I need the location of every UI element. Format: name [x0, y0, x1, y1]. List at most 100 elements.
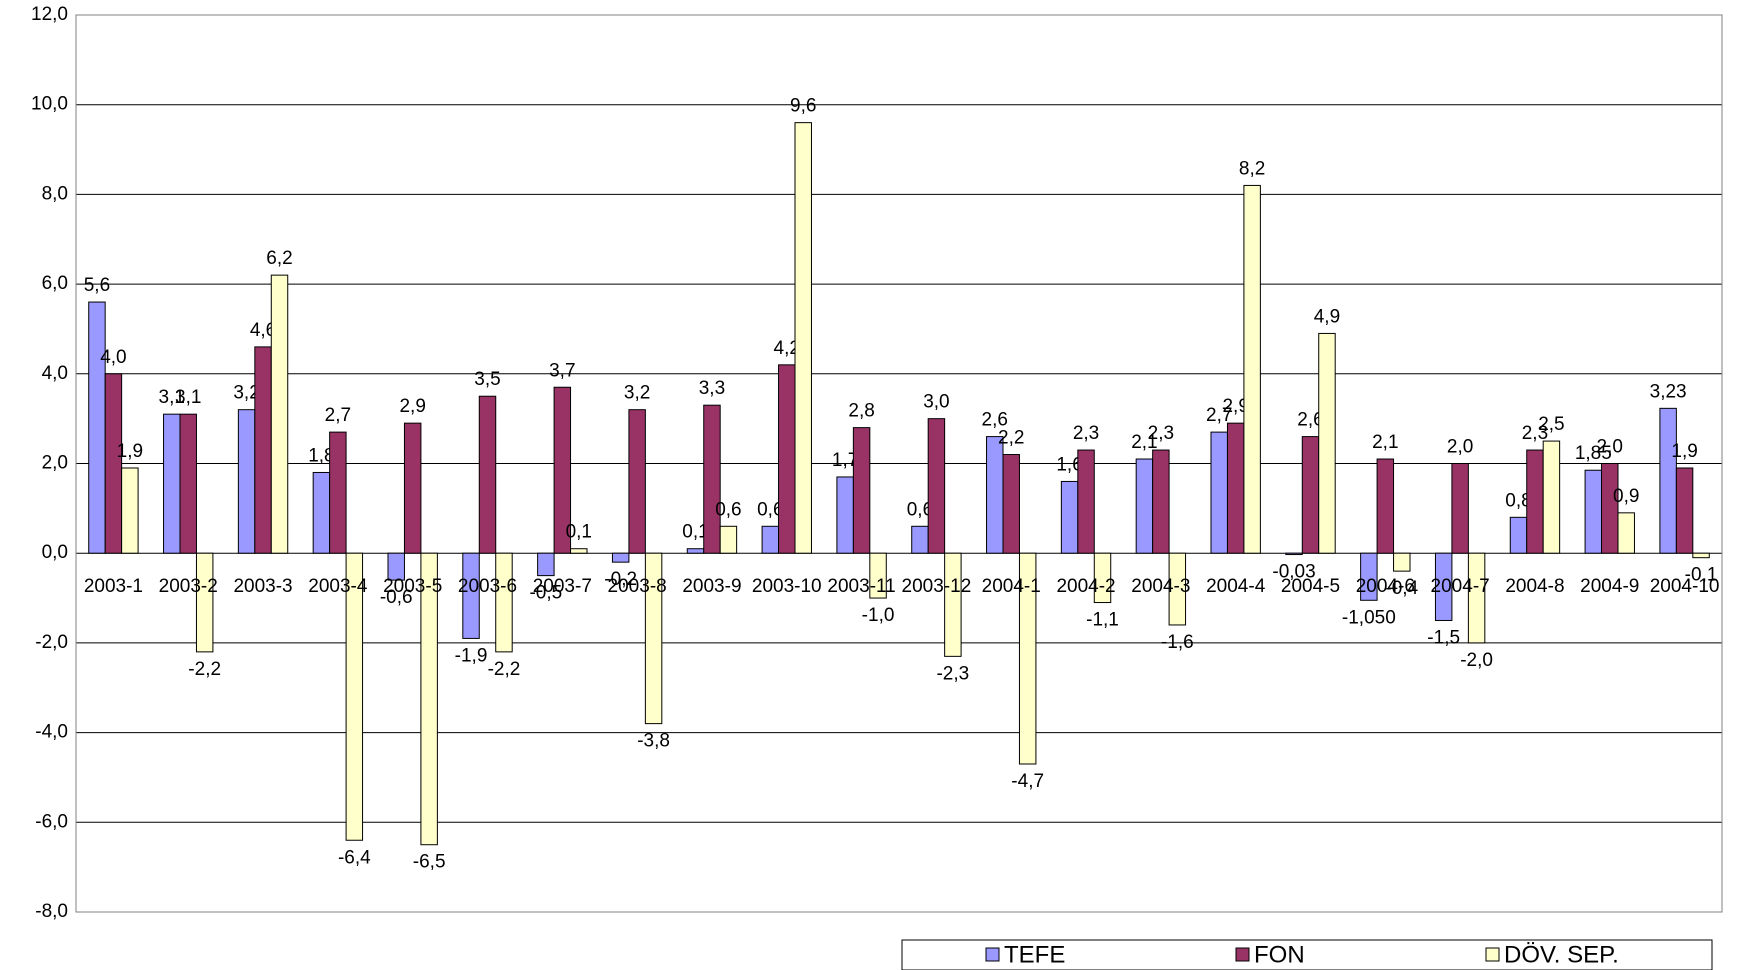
- data-label: -1,5: [1427, 627, 1460, 648]
- x-tick-label: 2004-9: [1580, 576, 1639, 597]
- bar: [628, 409, 646, 554]
- data-label: 1,9: [1671, 441, 1697, 462]
- x-tick-label: 2003-12: [902, 576, 972, 597]
- bar: [1509, 516, 1528, 554]
- y-tick-label: 8,0: [42, 183, 68, 204]
- x-tick-label: 2003-3: [233, 576, 292, 597]
- bar: [1243, 184, 1261, 554]
- y-tick-label: -8,0: [35, 901, 68, 922]
- bar: [420, 552, 438, 846]
- data-label: 0,6: [757, 499, 783, 520]
- data-label: 0,1: [566, 522, 592, 543]
- bar: [179, 413, 197, 554]
- x-tick-label: 2003-6: [458, 576, 517, 597]
- data-label: -2,2: [488, 659, 521, 680]
- data-label: -1,9: [455, 645, 488, 666]
- bar: [1018, 552, 1037, 765]
- data-label: 0,6: [715, 499, 741, 520]
- legend-label: FON: [1254, 941, 1305, 968]
- bar: [1077, 449, 1095, 554]
- bar: [1617, 512, 1635, 554]
- data-label: -0,5: [529, 583, 562, 604]
- bar: [1360, 552, 1378, 601]
- x-tick-label: 2004-4: [1206, 576, 1266, 597]
- x-tick-label: 2003-4: [308, 576, 368, 597]
- x-tick-label: 2004-2: [1056, 576, 1115, 597]
- bar: [403, 422, 422, 554]
- data-label: 0,1: [682, 522, 708, 543]
- data-label: -2,0: [1460, 650, 1493, 671]
- bar: [644, 552, 663, 725]
- bar: [104, 373, 123, 554]
- data-label: 1,9: [117, 441, 143, 462]
- data-label: 1,7: [832, 450, 858, 471]
- data-label: -0,4: [1385, 578, 1418, 599]
- data-label: -0,2: [604, 569, 637, 590]
- data-label: 8,2: [1239, 158, 1265, 179]
- bar: [836, 476, 854, 554]
- data-label: 3,2: [233, 383, 259, 404]
- bar: [553, 386, 572, 554]
- data-label: 1,85: [1575, 443, 1612, 464]
- data-label: -6,4: [338, 847, 371, 868]
- data-label: 2,9: [399, 396, 425, 417]
- bar: [537, 552, 555, 577]
- bar: [1526, 449, 1544, 554]
- data-label: -2,2: [188, 659, 221, 680]
- bar: [1135, 458, 1154, 554]
- bar: [1210, 431, 1228, 554]
- data-label: 3,3: [699, 378, 725, 399]
- data-label: 2,6: [982, 410, 1008, 431]
- legend-label: DÖV. SEP.: [1504, 941, 1619, 968]
- data-label: -1,050: [1342, 607, 1396, 628]
- x-tick-label: 2003-7: [533, 576, 592, 597]
- bar: [1301, 436, 1320, 554]
- bar: [703, 404, 721, 554]
- bar: [1168, 552, 1187, 626]
- data-label: -1,6: [1161, 632, 1194, 653]
- bar: [1376, 458, 1395, 554]
- bar: [345, 552, 364, 841]
- bar: [1451, 463, 1469, 554]
- bar: [237, 409, 256, 554]
- bar: [1393, 552, 1411, 572]
- data-label: 2,1: [1372, 432, 1398, 453]
- y-tick-label: -6,0: [35, 811, 68, 832]
- data-label: 2,3: [1522, 423, 1548, 444]
- bar: [1467, 552, 1486, 644]
- bar: [270, 274, 289, 554]
- bar: [121, 467, 139, 554]
- data-label: 3,0: [923, 392, 949, 413]
- x-tick-label: 2003-5: [383, 576, 442, 597]
- bar: [163, 413, 181, 554]
- data-label: 2,0: [1447, 437, 1473, 458]
- x-tick-label: 2003-8: [608, 576, 667, 597]
- x-tick-label: 2003-1: [84, 576, 143, 597]
- data-label: 2,7: [1206, 405, 1232, 426]
- bar: [778, 364, 796, 554]
- data-label: 2,2: [998, 428, 1024, 449]
- y-tick-label: 12,0: [31, 4, 68, 25]
- x-tick-label: 2003-10: [752, 576, 822, 597]
- legend-box: [901, 939, 1713, 970]
- bar: [869, 552, 887, 599]
- y-tick-label: 2,0: [42, 453, 68, 474]
- data-label: -3,8: [637, 731, 670, 752]
- bar: [1584, 469, 1603, 554]
- bar: [1002, 454, 1020, 554]
- bar: [761, 525, 780, 554]
- x-tick-label: 2003-11: [827, 576, 895, 597]
- bar: [329, 431, 347, 554]
- data-label: 1,6: [1056, 454, 1082, 475]
- bar: [944, 552, 962, 657]
- data-label: 2,6: [1297, 410, 1323, 431]
- data-label: 4,6: [250, 320, 276, 341]
- x-tick-label: 2003-9: [682, 576, 741, 597]
- data-label: 3,1: [159, 387, 185, 408]
- bar: [1060, 480, 1079, 554]
- data-label: 3,1: [175, 387, 201, 408]
- data-label: -4,7: [1011, 771, 1044, 792]
- bar: [570, 548, 588, 554]
- bar: [1285, 552, 1303, 556]
- bar: [478, 395, 497, 554]
